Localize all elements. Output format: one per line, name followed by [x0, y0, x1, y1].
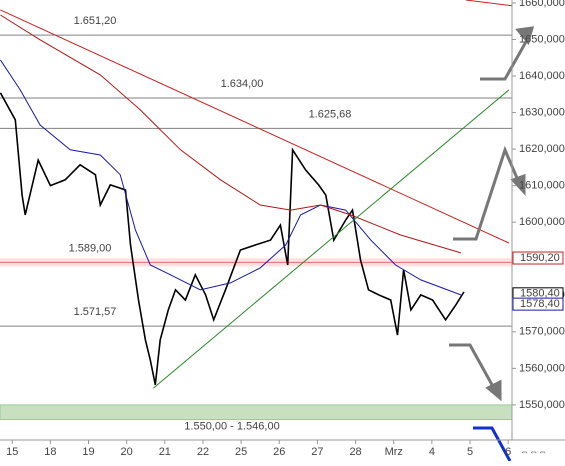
x-tick-label: 18: [44, 446, 56, 458]
x-tick-label: 4: [429, 446, 435, 458]
x-tick-label: 15: [6, 446, 18, 458]
arrowhead: [510, 173, 526, 196]
series-line: [0, 59, 462, 296]
x-tick-label: 28: [349, 446, 361, 458]
arrow-down: [449, 343, 498, 393]
price-tag-label: 1590,20: [520, 252, 560, 264]
x-tick-label: 21: [159, 446, 171, 458]
x-tick-label: 19: [82, 446, 94, 458]
zone-label: 1.550,00 - 1.546,00: [184, 420, 279, 432]
arrow-up-1: [480, 39, 529, 81]
level-label: 1.571,57: [74, 306, 117, 318]
x-tick-label: Mrz: [385, 446, 403, 458]
level-label: 1.634,00: [221, 78, 264, 90]
series-line: [0, 9, 510, 244]
level-label: 1.589,00: [69, 242, 112, 254]
series-line: [0, 92, 465, 385]
y-tick-label: 1640,000: [519, 70, 565, 82]
arrowhead: [485, 379, 502, 402]
x-tick-label: 6: [505, 446, 511, 458]
y-tick-label: 1570,000: [519, 326, 565, 338]
series-line: [465, 0, 513, 7]
price-tag: [512, 251, 564, 265]
y-tick-label: 1600,000: [519, 216, 565, 228]
y-tick-label: 1650,000: [519, 33, 565, 45]
y-tick-label: 1550,000: [519, 399, 565, 411]
series-line: [0, 14, 462, 254]
y-tick-label: 1610,000: [519, 180, 565, 192]
price-tag-label: 1580,40: [520, 288, 560, 300]
x-tick-label: 22: [197, 446, 209, 458]
level-label: 1.651,20: [74, 15, 117, 27]
series-line: [153, 89, 510, 389]
y-tick-label: 1560,000: [519, 362, 565, 374]
x-tick-label: 26: [273, 446, 285, 458]
x-tick-label: 20: [121, 446, 133, 458]
price-tag-label: 1578,40: [520, 298, 560, 310]
support-zone: [0, 404, 513, 421]
x-tick-label: 25: [235, 446, 247, 458]
scroll-controls[interactable]: ⇔⇔⇔: [520, 446, 547, 456]
level-label: 1.625,68: [309, 108, 352, 120]
arrowhead: [515, 26, 535, 46]
price-tag: [512, 297, 564, 311]
y-tick-label: 1630,000: [519, 106, 565, 118]
y-tick-label: 1660,000: [519, 0, 565, 9]
y-tick-label: 1620,000: [519, 143, 565, 155]
blue-marker: [473, 426, 512, 462]
x-tick-label: 27: [311, 446, 323, 458]
plot-area: 1.550,00 - 1.546,00 1.651,20 1.634,00 1.625…: [0, 0, 513, 432]
x-tick-label: 5: [467, 446, 473, 458]
